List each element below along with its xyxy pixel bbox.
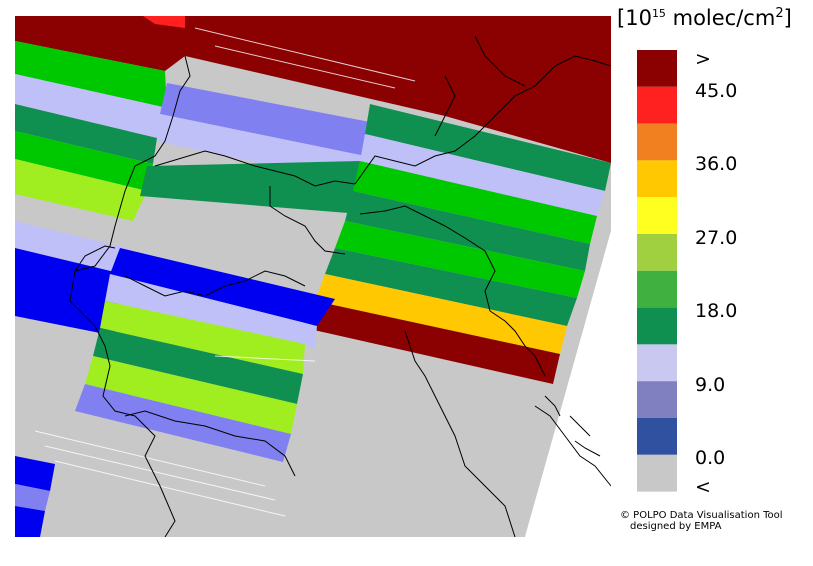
legend-tick-label: 0.0 [695,447,726,469]
pixel-strip [140,161,360,214]
legend-swatch [637,381,677,418]
pixel-strip [305,301,560,384]
legend-tick-label: 18.0 [695,300,738,322]
pixel-strip [15,456,55,491]
map-panel [15,16,611,537]
legend-lower-label: < [695,476,711,498]
legend-tick-label: 9.0 [695,374,726,396]
pixel-strip [15,484,50,511]
pixel-strip [315,274,567,354]
legend-swatch [637,123,677,161]
legend-swatch [637,86,677,124]
pixel-strip [75,384,291,462]
pixel-strips [15,16,611,537]
map-canvas [15,16,611,537]
country-borders [69,35,611,537]
credits-line-2: designed by EMPA [630,521,722,532]
pixel-strip [353,161,597,244]
pixel-strip [15,74,167,138]
legend-swatch [637,344,677,382]
legend-swatch [637,307,677,345]
legend-swatch [637,197,677,234]
unit-label: molec/cm [672,6,776,30]
scan-lines [34,27,416,517]
legend-swatches [637,50,677,492]
legend-swatch [637,270,677,308]
legend-tick-label: 27.0 [695,227,738,249]
pixel-strip [185,16,611,163]
legend-color-bar [637,50,677,492]
credits-line-1: © POLPO Data Visualisation Tool [620,510,783,521]
bracket-open: [ [617,6,626,30]
legend-title: [1015 molec/cm2] [617,6,807,30]
legend-upper-label: > [695,48,711,70]
pixel-strip [15,41,167,108]
pixel-strip [335,221,585,298]
pixel-strip [15,159,147,221]
pixel-strip [325,248,577,326]
credits: © POLPO Data Visualisation Tool designed… [620,510,783,532]
pixel-strip [360,134,605,216]
pixel-strip [15,104,157,164]
legend-swatch [637,160,677,198]
pixel-strip [100,301,305,374]
area-exponent: 2 [775,6,784,21]
no-data-region [525,231,611,537]
legend-tick-label: 36.0 [695,153,738,175]
pixel-strip [143,16,185,28]
pixel-strip [345,191,590,271]
pixel-strip [93,328,303,404]
pixel-strip [15,248,123,336]
bracket-close: ] [783,6,792,30]
legend-swatch [637,418,677,455]
pixel-strip [15,16,185,71]
pixel-strip [15,131,153,191]
legend-swatch [637,234,677,271]
pixel-strip [160,83,370,156]
pixel-strip [85,356,297,434]
scale-exponent: 15 [651,7,666,20]
pixel-strip [365,104,611,191]
legend-swatch [637,454,677,492]
legend-tick-label: 45.0 [695,80,738,102]
legend-swatch [637,50,677,87]
scale-base: 10 [625,6,652,30]
pixel-strip [15,506,45,537]
